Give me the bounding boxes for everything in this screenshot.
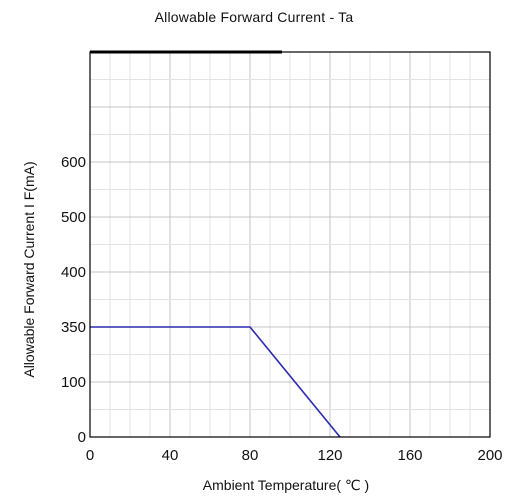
derating-curve-line [90,326,341,438]
y-axis-label: Allowable Forward Current I F(mA) [21,161,37,377]
chart-title: Allowable Forward Current - Ta [154,9,354,25]
y-tick-label: 400 [61,264,86,281]
x-tick-label: 160 [397,447,422,464]
y-tick-label: 100 [61,374,86,391]
y-tick-labels: 0 100 350 400 500 600 [61,154,86,446]
plot-frame [89,51,491,438]
x-tick-label: 40 [162,447,179,464]
y-tick-label: 600 [61,154,86,171]
x-tick-label: 120 [317,447,342,464]
x-tick-label: 0 [86,447,94,464]
x-tick-label: 200 [477,447,502,464]
x-tick-label: 80 [242,447,259,464]
series-layer [90,326,341,438]
y-tick-label: 0 [78,429,86,446]
x-tick-labels: 0 40 80 120 160 200 [86,447,503,464]
y-tick-label: 350 [61,319,86,336]
x-axis-label: Ambient Temperature( ℃ ) [203,477,369,493]
y-tick-label: 500 [61,209,86,226]
grid [90,50,490,437]
